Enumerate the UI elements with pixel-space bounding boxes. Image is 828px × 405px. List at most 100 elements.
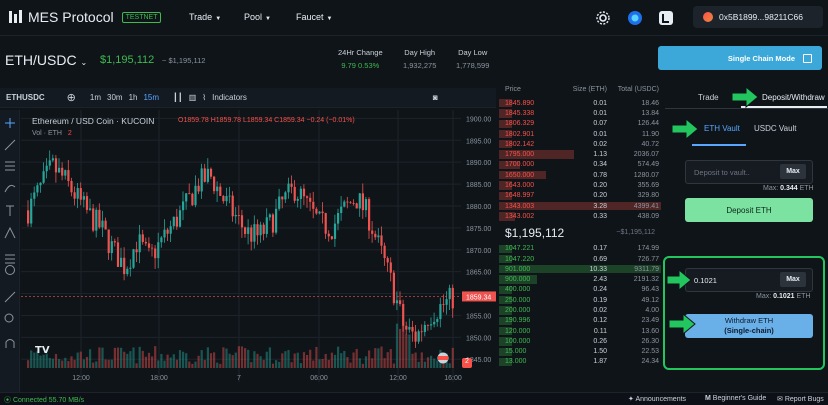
tab-deposit-withdraw[interactable]: Deposit/Withdraw <box>762 93 825 102</box>
menu-pool-label: Pool <box>244 12 263 22</box>
bar-type-icon[interactable]: ┃┃ <box>173 93 183 102</box>
candle-body <box>89 208 92 210</box>
volume-bar <box>442 361 445 368</box>
candle-body <box>101 220 104 228</box>
legend-count: 2 <box>67 130 72 137</box>
size-cell: 2.43 <box>593 276 607 284</box>
indicators-icon[interactable]: ⌇ <box>202 93 207 102</box>
candle-body <box>414 331 417 342</box>
interval-30m[interactable]: 30m <box>107 93 123 102</box>
ask-row[interactable]: 1343.003 3.28 4399.41 <box>499 201 661 211</box>
deposit-eth-button[interactable]: Deposit ETH <box>685 198 813 222</box>
bid-row[interactable]: 901.000 10.33 9311.79 <box>499 264 661 274</box>
volume-bar <box>129 351 132 368</box>
ask-row[interactable]: 1643.000 0.20 355.69 <box>499 180 661 190</box>
volume-bar <box>61 360 64 368</box>
wallet-address: 0x5B1899...98211C66 <box>719 12 803 22</box>
candle-body <box>58 167 61 173</box>
interval-1m[interactable]: 1m <box>89 93 102 102</box>
camera-icon[interactable]: ◙ <box>432 93 438 102</box>
size-cell: 0.11 <box>593 327 607 335</box>
bid-row[interactable]: 250.000 0.19 49.12 <box>499 295 661 305</box>
tab-eth-vault[interactable]: ETH Vault <box>704 124 740 133</box>
network-icon[interactable] <box>627 10 643 26</box>
ask-row[interactable]: 1802.142 0.02 40.72 <box>499 139 661 149</box>
depth-bar <box>499 316 512 325</box>
guide-label: Beginner's Guide <box>712 395 767 402</box>
deposit-max-button[interactable]: Max <box>780 164 806 179</box>
ask-row[interactable]: 1343.002 0.33 438.09 <box>499 211 661 221</box>
volume-bar <box>166 354 169 368</box>
bid-row[interactable]: 400.000 0.24 96.43 <box>499 285 661 295</box>
price-cell: 1845.890 <box>505 99 535 107</box>
report-bugs-link[interactable]: ✉ Report Bugs <box>777 395 824 403</box>
pair-selector[interactable]: ETH/USDC ⌄ <box>5 52 87 68</box>
bid-row[interactable]: 190.996 0.12 23.49 <box>499 316 661 326</box>
bid-row[interactable]: 100.000 0.26 26.30 <box>499 336 661 346</box>
candle-body <box>166 229 169 234</box>
menu-trade[interactable]: Trade ▼ <box>189 12 221 22</box>
bid-row[interactable]: 13.000 1.87 24.34 <box>499 357 661 367</box>
chart-symbol[interactable]: ETHUSDC <box>6 93 45 102</box>
tab-usdc-vault[interactable]: USDC Vault <box>754 124 797 133</box>
account-icon[interactable] <box>658 10 674 26</box>
menu-pool[interactable]: Pool ▼ <box>244 12 271 22</box>
menu-faucet[interactable]: Faucet ▼ <box>296 12 332 22</box>
gear-icon[interactable] <box>595 10 611 26</box>
volume-bar <box>76 352 79 368</box>
candle-body <box>154 248 157 259</box>
bid-row[interactable]: 200.000 0.02 4.00 <box>499 305 661 315</box>
total-cell: 174.99 <box>637 245 659 253</box>
withdraw-eth-button[interactable]: Withdraw ETH (Single-chain) <box>685 314 813 338</box>
ask-row[interactable]: 1650.000 0.78 1280.07 <box>499 170 661 180</box>
total-cell: 11.90 <box>642 130 659 138</box>
volume-bar <box>321 359 324 368</box>
withdraw-max-button[interactable]: Max <box>780 272 806 287</box>
wallet-button[interactable]: 0x5B1899...98211C66 <box>693 6 823 28</box>
tab-trade[interactable]: Trade <box>698 93 719 102</box>
volume-bar <box>284 351 287 368</box>
interval-15m[interactable]: 15m <box>143 93 160 102</box>
last-price: $1,195,112 <box>100 54 155 66</box>
ask-row[interactable]: 1802.901 0.01 11.90 <box>499 129 661 139</box>
ask-row[interactable]: 1795.000 1.13 2036.07 <box>499 149 661 159</box>
price-cell: 1802.142 <box>505 140 535 148</box>
beginners-guide-link[interactable]: M Beginner's Guide <box>705 395 766 402</box>
candle-body <box>343 201 346 207</box>
ask-row[interactable]: 1845.890 0.01 18.46 <box>499 98 661 108</box>
ask-row[interactable]: 1845.338 0.01 13.84 <box>499 108 661 118</box>
chart-type-icon[interactable]: ▥ <box>188 93 197 102</box>
bid-row[interactable]: 120.000 0.11 13.60 <box>499 326 661 336</box>
bid-row[interactable]: 1047.220 0.69 726.77 <box>499 254 661 264</box>
candle-body <box>250 227 253 242</box>
brush-icon <box>4 184 16 193</box>
candle-body <box>85 196 89 210</box>
emoji-icon <box>5 265 15 275</box>
withdraw-max-readout: Max: 0.1021 ETH <box>756 293 811 300</box>
volume-bar <box>247 349 250 368</box>
ask-row[interactable]: 1648.997 0.20 329.80 <box>499 191 661 201</box>
bid-row[interactable]: 900.000 2.43 2191.32 <box>499 274 661 284</box>
logo[interactable]: MES Protocol TESTNET <box>8 9 162 25</box>
bid-row[interactable]: 1047.221 0.17 174.99 <box>499 244 661 254</box>
ask-row[interactable]: 1806.329 0.07 126.44 <box>499 119 661 129</box>
price-chart[interactable] <box>21 110 461 382</box>
chart-title: Ethereum / USD Coin · KUCOIN <box>32 116 154 126</box>
tradingview-logo[interactable]: TV <box>35 343 51 355</box>
stat-24h-change: 24Hr Change 9.79 0.53% <box>338 48 383 70</box>
bid-row[interactable]: 15.000 1.50 22.53 <box>499 347 661 357</box>
add-symbol-icon[interactable]: ⊕ <box>66 92 76 104</box>
zoom-icon <box>4 313 14 323</box>
announcements-link[interactable]: ✦ Announcements <box>628 395 686 403</box>
ask-row[interactable]: 1700.000 0.34 574.49 <box>499 160 661 170</box>
candle-body <box>104 220 107 230</box>
indicators-button[interactable]: Indicators <box>212 93 247 102</box>
volume-bar <box>45 353 48 368</box>
crosshair-icon <box>5 118 15 128</box>
volume-bar <box>79 351 82 368</box>
interval-1h[interactable]: 1h <box>128 93 138 102</box>
candle-body <box>306 196 309 198</box>
flag-icon[interactable] <box>437 352 449 364</box>
volume-bar <box>151 356 154 368</box>
single-chain-mode-toggle[interactable]: Single Chain Mode <box>658 46 822 70</box>
